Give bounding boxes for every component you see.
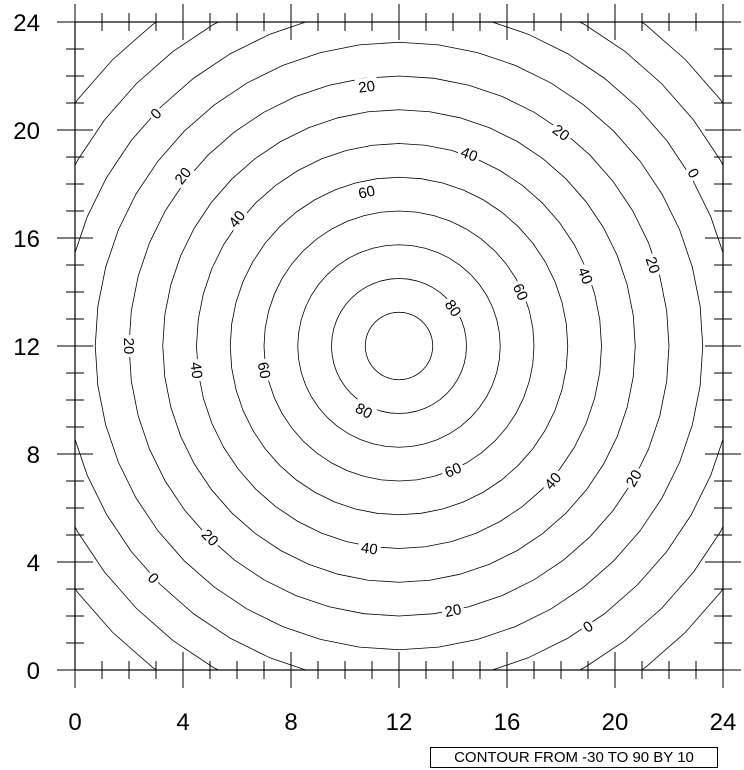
contour-line-70 — [331, 278, 467, 414]
contour-line-50 — [263, 210, 535, 482]
contour-label: 80 — [440, 294, 467, 322]
contour-label: 60 — [508, 278, 534, 306]
contour-label-text: 40 — [541, 469, 565, 493]
contour-label: 20 — [196, 523, 225, 552]
contour-label: 40 — [456, 142, 483, 166]
contour-label: 20 — [620, 464, 647, 492]
contour-label-text: 60 — [357, 183, 377, 203]
contour-label: 0 — [577, 615, 598, 638]
contour-label: 60 — [353, 181, 380, 203]
contour-label-text: 40 — [226, 208, 250, 232]
contour-label: 20 — [354, 76, 379, 97]
y-tick-label: 4 — [27, 550, 40, 577]
contour-labels: 20 0 20 40 0 20 60 40 20 40 60 80 20 40 60 80 60 40 20 20 40… — [120, 76, 705, 638]
contour-line--30 — [75, 22, 723, 670]
contour-label-text: 20 — [623, 467, 646, 490]
contour-label: 40 — [357, 538, 382, 559]
contour-label: 40 — [187, 358, 207, 383]
x-axis-tick-labels: 0 4 8 12 16 20 24 — [68, 709, 736, 736]
contour-label: 60 — [254, 357, 275, 383]
x-tick-label: 4 — [176, 709, 189, 736]
contour-line-30 — [196, 143, 602, 549]
contour-label-text: 40 — [574, 265, 596, 287]
contour-label-text: 20 — [443, 601, 463, 621]
contour-label-text: 80 — [352, 400, 375, 423]
contour-line--20 — [75, 22, 723, 670]
contour-label-text: 40 — [458, 144, 480, 166]
y-tick-label: 16 — [13, 226, 40, 253]
x-tick-label: 16 — [494, 709, 521, 736]
contour-line-80 — [364, 311, 434, 381]
x-tick-label: 8 — [284, 709, 297, 736]
y-tick-label: 0 — [27, 658, 40, 685]
contour-line-60 — [297, 244, 501, 448]
x-tick-label: 20 — [602, 709, 629, 736]
contour-label: 0 — [143, 567, 165, 589]
contour-label: 20 — [642, 251, 665, 278]
contour-label-text: 40 — [360, 539, 379, 558]
y-tick-label: 20 — [13, 118, 40, 145]
contour-label: 0 — [683, 163, 705, 183]
y-axis-tick-labels: 0 4 8 12 16 20 24 — [13, 10, 40, 685]
minor-ticks — [66, 13, 732, 679]
contour-label-text: 20 — [172, 164, 196, 188]
contour-label: 40 — [538, 466, 567, 495]
contour-label-text: 60 — [509, 281, 531, 303]
major-ticks — [57, 4, 741, 688]
contour-label-text: 60 — [254, 361, 274, 380]
y-tick-label: 8 — [27, 442, 40, 469]
contour-label: 20 — [169, 161, 197, 190]
contour-label: 20 — [440, 599, 466, 621]
plot-frame — [74, 21, 724, 671]
contour-label-text: 80 — [441, 297, 464, 320]
contour-label: 20 — [120, 335, 138, 357]
y-tick-label: 24 — [13, 10, 40, 37]
contour-label-text: 20 — [120, 338, 137, 355]
contour-line-40 — [229, 176, 569, 516]
contour-label-text: 20 — [357, 78, 376, 97]
contour-label: 80 — [350, 397, 378, 424]
contour-label-text: 40 — [187, 361, 206, 380]
contour-label: 20 — [547, 118, 576, 146]
contour-label: 40 — [223, 204, 251, 233]
contour-label-text: 20 — [642, 255, 663, 276]
contour-label-text: 20 — [549, 121, 573, 145]
contour-info-label: CONTOUR FROM -30 TO 90 BY 10 — [430, 747, 718, 768]
x-tick-label: 24 — [710, 709, 737, 736]
y-tick-label: 12 — [13, 334, 40, 361]
contour-lines — [75, 22, 723, 670]
contour-line-20 — [162, 109, 636, 583]
x-tick-label: 0 — [68, 709, 81, 736]
contour-line-0 — [94, 41, 704, 651]
x-tick-label: 12 — [386, 709, 413, 736]
contour-line--10 — [75, 22, 723, 670]
contour-label: 40 — [574, 262, 598, 289]
contour-label: 60 — [439, 457, 467, 482]
contour-label: 0 — [145, 102, 167, 125]
contour-label-text: 60 — [442, 460, 464, 482]
